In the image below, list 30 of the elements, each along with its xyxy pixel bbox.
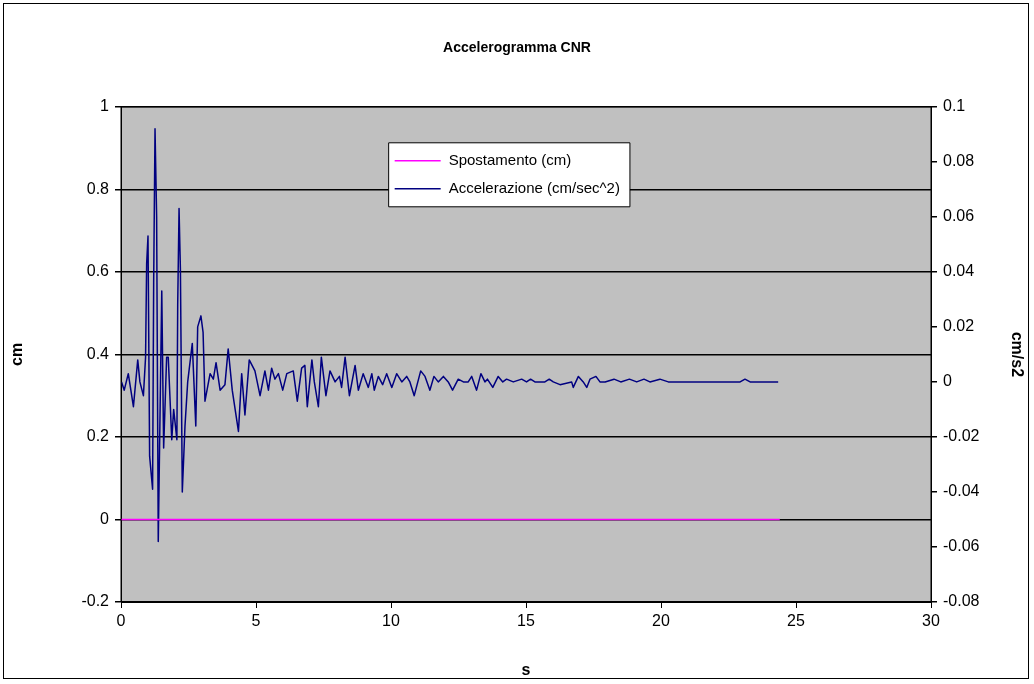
- y-tick-label: -0.2: [81, 592, 110, 610]
- y2-tick-label: -0.02: [943, 427, 980, 445]
- y-axis-title: cm: [8, 342, 26, 366]
- x-tick-label: 25: [787, 612, 805, 630]
- y2-axis-title: cm/s2: [1008, 331, 1026, 378]
- y2-tick-label: -0.08: [943, 592, 980, 610]
- y-tick-label: 0.8: [86, 179, 110, 197]
- legend-label: Spostamento (cm): [448, 150, 572, 168]
- x-tick-label: 10: [382, 612, 400, 630]
- y2-tick-label: 0: [943, 372, 952, 390]
- x-tick-label: 0: [116, 612, 126, 630]
- y2-tick-label: 0.1: [943, 97, 966, 115]
- y2-tick-label: 0.08: [943, 152, 975, 170]
- x-tick-label: 30: [922, 612, 940, 630]
- y2-tick-label: 0.06: [943, 207, 975, 225]
- y2-tick-label: 0.02: [943, 317, 975, 335]
- y-tick-label: 0.4: [86, 344, 110, 362]
- y-tick-label: 0.6: [86, 262, 110, 280]
- y2-tick-label: -0.06: [943, 537, 980, 555]
- y-tick-label: 0.2: [86, 427, 110, 445]
- y2-tick-label: 0.04: [943, 262, 975, 280]
- x-tick-label: 5: [251, 612, 261, 630]
- x-axis-title: s: [521, 660, 531, 678]
- x-tick-label: 20: [652, 612, 670, 630]
- y2-tick-label: -0.04: [943, 482, 980, 500]
- legend-label: Accelerazione (cm/sec^2): [448, 178, 620, 196]
- y-tick-label: 0: [100, 509, 110, 527]
- x-tick-label: 15: [517, 612, 535, 630]
- y-tick-label: 1: [100, 97, 110, 115]
- chart-title: Accelerogramma CNR: [443, 39, 591, 56]
